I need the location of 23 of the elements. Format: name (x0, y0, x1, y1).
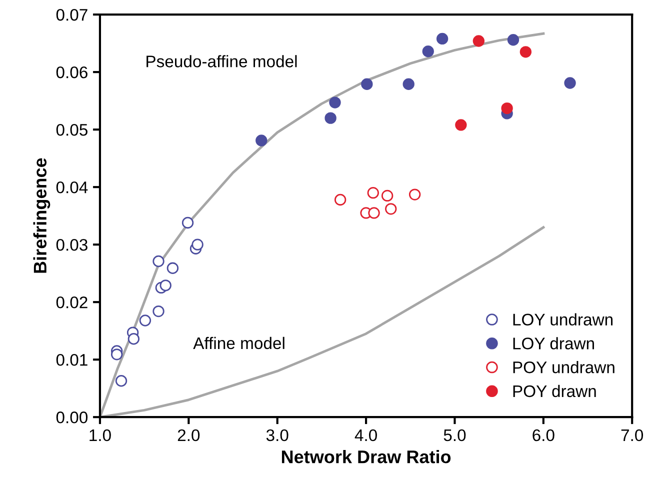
y-tick-label: 0.01 (56, 354, 88, 366)
y-tick-label: 0.06 (56, 66, 88, 78)
y-tick-label: 0.04 (56, 181, 88, 194)
legend-label: LOY undrawn (513, 313, 613, 326)
annotation: Pseudo-affine model (146, 55, 297, 68)
y-tick-label: 0.00 (56, 412, 88, 424)
y-tick-label: 0.05 (56, 124, 88, 136)
y-tick-label: 0.02 (56, 296, 88, 308)
x-tick-label: 4.0 (354, 429, 377, 442)
x-axis-title: Network Draw Ratio (282, 450, 451, 464)
legend-label: LOY drawn (513, 337, 594, 350)
x-tick-label: 1.0 (90, 429, 111, 442)
x-tick-label: 5.0 (444, 429, 466, 442)
x-tick-label: 7.0 (621, 429, 644, 442)
x-tick-label: 6.0 (532, 429, 554, 442)
y-tick-label: 0.07 (56, 8, 88, 21)
x-tick-label: 3.0 (266, 429, 288, 442)
y-tick-label: 0.03 (56, 238, 88, 251)
annotation: Affine model (193, 336, 284, 350)
x-tick-label: 2.0 (178, 429, 200, 442)
y-axis-title: Birefringence (33, 158, 50, 273)
legend-label: POY drawn (513, 384, 596, 398)
legend-label: POY undrawn (513, 361, 614, 374)
